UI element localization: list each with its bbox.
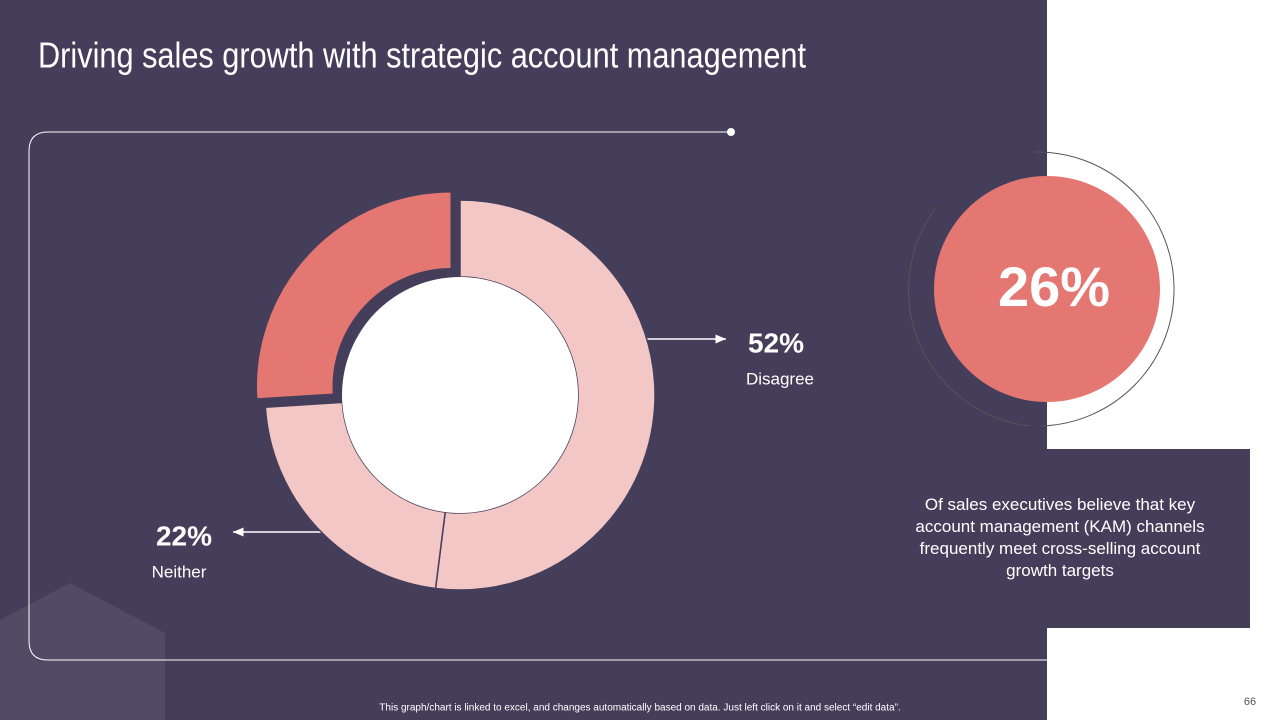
callout-box bbox=[1047, 449, 1250, 628]
ring-arc bbox=[908, 151, 1175, 427]
category-label: Neither bbox=[152, 562, 207, 581]
footnote: This graph/chart is linked to excel, and… bbox=[379, 703, 900, 714]
donut-segment bbox=[255, 191, 453, 400]
data-label: 52% bbox=[748, 327, 804, 358]
decor-hexagon bbox=[0, 583, 165, 720]
highlight-circle bbox=[934, 176, 1160, 402]
frame-dot bbox=[727, 128, 735, 136]
chart-title: Driving sales growth with strategic acco… bbox=[38, 35, 806, 76]
category-label: Disagree bbox=[746, 369, 814, 388]
page-number: 66 bbox=[1244, 696, 1256, 708]
callout-text: Of sales executives believe that key acc… bbox=[915, 495, 1205, 580]
data-label: 22% bbox=[156, 520, 212, 551]
highlight-value: 26% bbox=[998, 255, 1110, 318]
frame-line bbox=[28, 131, 1047, 661]
donut-hole bbox=[342, 277, 578, 513]
